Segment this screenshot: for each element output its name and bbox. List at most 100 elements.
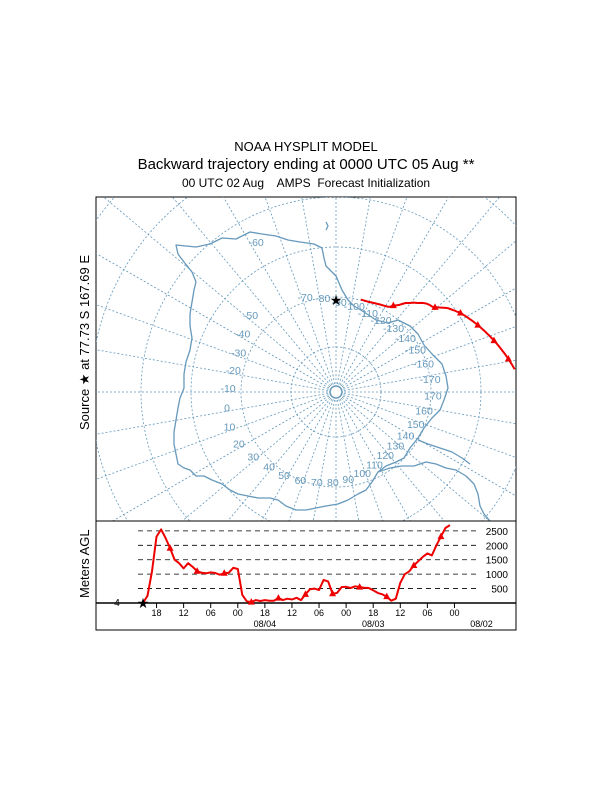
meridian-line <box>340 397 445 521</box>
time-tick-label: 18 <box>368 608 378 618</box>
meridian-line <box>343 394 516 458</box>
meridian-line <box>96 394 329 480</box>
chart-title: Backward trajectory ending at 0000 UTC 0… <box>137 156 475 173</box>
map-trajectory-markers <box>389 301 512 362</box>
meridian-label: -20 <box>226 365 241 377</box>
meridian-label: -60 <box>249 237 264 249</box>
time-tick-label: 18 <box>260 608 270 618</box>
meridian-label: 140 <box>397 430 415 442</box>
height-tick-label: 1500 <box>486 556 509 567</box>
map-trajectory-marker <box>474 321 482 328</box>
meridian-line <box>96 304 329 390</box>
map-trajectory-marker <box>389 301 397 309</box>
meridian-label: -170 <box>420 374 441 386</box>
map-trajectory-marker <box>504 355 512 362</box>
meridian-line <box>336 399 360 521</box>
meridian-label: 150 <box>407 419 425 431</box>
time-tick-label: 00 <box>449 608 459 618</box>
meridian-line <box>339 197 450 386</box>
meridian-label: -140 <box>395 333 416 345</box>
meridian-line <box>227 397 332 521</box>
meridian-line <box>102 197 331 388</box>
map-trajectory-marker <box>490 336 498 344</box>
meridian-line <box>312 399 336 521</box>
height-trajectory-markers <box>166 532 445 605</box>
date-label: 08/04 <box>254 619 277 629</box>
height-trajectory-marker <box>166 544 174 551</box>
time-tick-label: 18 <box>152 608 162 618</box>
meridian-line <box>343 359 516 392</box>
meridian-line <box>343 392 516 425</box>
meridian-line <box>341 240 516 388</box>
meridian-line <box>338 197 408 385</box>
height-trajectory-marker <box>383 592 391 600</box>
time-tick-label: 12 <box>179 608 189 618</box>
meridian-label: -80 <box>315 293 330 305</box>
map-trajectory-line <box>360 298 516 370</box>
height-trajectory-marker <box>274 594 282 601</box>
height-trajectory-marker <box>193 567 201 574</box>
meridian-label: 170 <box>424 390 442 402</box>
map-source-star: ★ <box>330 292 343 308</box>
meridian-label: -40 <box>235 329 250 341</box>
time-tick-label: 00 <box>341 608 351 618</box>
meridian-label: 20 <box>233 439 245 451</box>
latitude-circle <box>140 197 516 521</box>
height-source-star: ★ <box>137 595 150 611</box>
source-location-label: Source ★ at 77.73 S 167.69 E <box>77 255 92 430</box>
meridian-label: 110 <box>366 459 383 471</box>
height-trajectory-marker <box>410 561 418 568</box>
meridian-label: -160 <box>413 359 434 371</box>
meridian-label: -90 <box>332 297 347 309</box>
meridian-line <box>96 349 329 392</box>
latitude-circle <box>290 346 382 438</box>
time-tick-label: 12 <box>395 608 405 618</box>
latitude-circle <box>240 296 432 488</box>
antarctica-coastline <box>173 231 449 511</box>
meridian-line <box>288 399 334 521</box>
meridian-line <box>181 396 331 521</box>
height-trajectory-line <box>142 524 451 604</box>
meridian-line <box>340 197 501 387</box>
height-trajectory-marker <box>329 589 337 597</box>
meridian-line <box>301 197 336 385</box>
meridian-line <box>338 399 384 521</box>
date-label: 08/03 <box>362 619 385 629</box>
time-ticks: 18 12 06 00 18 12 06 00 18 12 06 00 08/04 08/03 08/02 <box>152 603 493 629</box>
height-tick-label: 2000 <box>486 541 509 552</box>
island-coastline-2 <box>325 221 329 231</box>
height-panel-frame <box>95 520 517 631</box>
meridian-label: -110 <box>358 308 378 320</box>
meridian-label: 70 <box>311 477 323 489</box>
meridian-line <box>264 197 334 385</box>
chart-title-model: NOAA HYSPLIT MODEL <box>234 139 378 154</box>
height-tick-label: 2500 <box>486 527 509 538</box>
height-trajectory-marker <box>356 583 364 590</box>
meridian-label: 0 <box>224 402 230 414</box>
meridian-label: 90 <box>342 474 354 486</box>
time-tick-label: 06 <box>314 608 324 618</box>
source-height-label: 4 <box>114 598 120 609</box>
meridian-label: 30 <box>247 452 259 464</box>
time-tick-label: 06 <box>422 608 432 618</box>
meridian-label: -10 <box>220 383 235 395</box>
time-tick-label: 00 <box>233 608 243 618</box>
time-tick-label: 06 <box>206 608 216 618</box>
meridian-line <box>96 392 329 435</box>
meridian-label: 120 <box>376 450 394 462</box>
meridian-line <box>171 197 332 387</box>
map-trajectory-marker <box>431 303 439 310</box>
map-trajectory-marker <box>456 308 464 316</box>
meridian-label: -50 <box>243 310 258 322</box>
meridian-label: 10 <box>224 422 236 434</box>
meridian-label: -150 <box>405 345 426 357</box>
meridian-line <box>336 197 371 385</box>
meridian-label: 160 <box>415 406 433 418</box>
meridian-line <box>96 252 330 389</box>
meridian-label: -100 <box>344 301 365 313</box>
peninsula-coastline <box>377 461 491 521</box>
meridian-label: -120 <box>371 315 392 327</box>
island-coastline <box>417 439 471 465</box>
